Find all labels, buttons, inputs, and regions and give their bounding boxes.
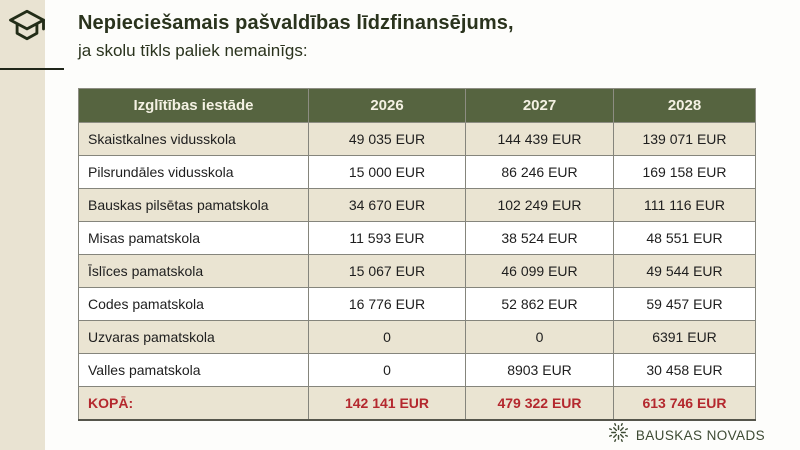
value-2026: 0 [308, 353, 466, 387]
value-2027: 0 [465, 320, 614, 354]
school-name: Īslīces pamatskola [78, 254, 309, 288]
value-2027: 52 862 EUR [465, 287, 614, 321]
school-name: Misas pamatskola [78, 221, 309, 255]
table-row: Bauskas pilsētas pamatskola 34 670 EUR 1… [78, 188, 756, 222]
value-2027: 102 249 EUR [465, 188, 614, 222]
school-name: Skaistkalnes vidusskola [78, 122, 309, 156]
value-2026: 34 670 EUR [308, 188, 466, 222]
brand-footer: BAUSKAS NOVADS [608, 422, 765, 448]
table-row: Codes pamatskola 16 776 EUR 52 862 EUR 5… [78, 287, 756, 321]
table-header-row: Izglītības iestāde 2026 2027 2028 [78, 88, 756, 123]
table-row: Īslīces pamatskola 15 067 EUR 46 099 EUR… [78, 254, 756, 288]
value-2027: 46 099 EUR [465, 254, 614, 288]
total-2027: 479 322 EUR [465, 386, 614, 421]
school-name: Codes pamatskola [78, 287, 309, 321]
value-2026: 16 776 EUR [308, 287, 466, 321]
value-2027: 8903 EUR [465, 353, 614, 387]
value-2028: 30 458 EUR [613, 353, 756, 387]
value-2026: 15 067 EUR [308, 254, 466, 288]
table-row: Skaistkalnes vidusskola 49 035 EUR 144 4… [78, 122, 756, 156]
school-name: Uzvaras pamatskola [78, 320, 309, 354]
value-2027: 144 439 EUR [465, 122, 614, 156]
left-accent-strip [0, 0, 45, 450]
column-header-2026: 2026 [308, 88, 466, 123]
value-2028: 49 544 EUR [613, 254, 756, 288]
financing-table: Izglītības iestāde 2026 2027 2028 Skaist… [78, 88, 756, 421]
heading-block: Nepieciešamais pašvaldības līdzfinansēju… [78, 12, 738, 61]
total-2026: 142 141 EUR [308, 386, 466, 421]
value-2027: 38 524 EUR [465, 221, 614, 255]
column-header-2027: 2027 [465, 88, 614, 123]
graduation-cap-icon [7, 8, 47, 44]
value-2028: 111 116 EUR [613, 188, 756, 222]
school-name: Pilsrundāles vidusskola [78, 155, 309, 189]
page-title: Nepieciešamais pašvaldības līdzfinansēju… [78, 12, 514, 34]
page-subtitle: ja skolu tīkls paliek nemainīgs: [78, 41, 308, 60]
value-2027: 86 246 EUR [465, 155, 614, 189]
accent-divider-line [0, 68, 64, 70]
value-2026: 11 593 EUR [308, 221, 466, 255]
table-row: Uzvaras pamatskola 0 0 6391 EUR [78, 320, 756, 354]
value-2028: 139 071 EUR [613, 122, 756, 156]
table-row: Valles pamatskola 0 8903 EUR 30 458 EUR [78, 353, 756, 387]
table-row: Misas pamatskola 11 593 EUR 38 524 EUR 4… [78, 221, 756, 255]
brand-name: BAUSKAS NOVADS [635, 427, 765, 443]
table-row: Pilsrundāles vidusskola 15 000 EUR 86 24… [78, 155, 756, 189]
total-2028: 613 746 EUR [613, 386, 756, 421]
school-name: Bauskas pilsētas pamatskola [78, 188, 309, 222]
value-2026: 15 000 EUR [308, 155, 466, 189]
value-2028: 169 158 EUR [613, 155, 756, 189]
total-label: KOPĀ: [78, 386, 309, 421]
school-name: Valles pamatskola [78, 353, 309, 387]
value-2026: 0 [308, 320, 466, 354]
column-header-institution: Izglītības iestāde [78, 88, 309, 123]
value-2028: 48 551 EUR [613, 221, 756, 255]
value-2028: 59 457 EUR [613, 287, 756, 321]
column-header-2028: 2028 [613, 88, 756, 123]
table-total-row: KOPĀ: 142 141 EUR 479 322 EUR 613 746 EU… [78, 386, 756, 421]
value-2026: 49 035 EUR [308, 122, 466, 156]
value-2028: 6391 EUR [613, 320, 756, 354]
starburst-icon [608, 422, 629, 448]
